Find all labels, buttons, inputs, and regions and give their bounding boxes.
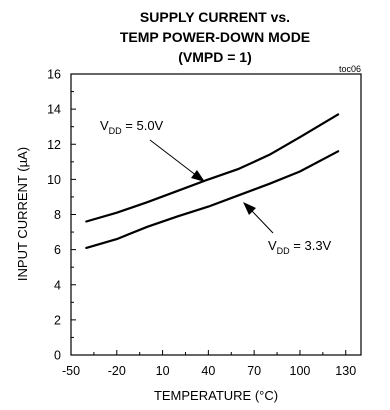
series-label-5v-main: V — [100, 118, 109, 133]
series-label-5v-arrow — [149, 139, 205, 182]
series-line-vdd-3v3 — [85, 150, 340, 249]
chart-title-line-2: TEMP POWER-DOWN MODE — [120, 29, 310, 45]
x-axis-label: TEMPERATURE (°C) — [154, 388, 278, 403]
x-tick-label: -50 — [62, 364, 80, 378]
series-lines — [85, 113, 340, 249]
x-tick-label: 40 — [201, 364, 215, 378]
series-label-3v3-sub: DD — [277, 246, 290, 256]
axis-ticks — [70, 73, 347, 356]
series-label-5v-rest: = 5.0V — [122, 118, 164, 133]
series-label-3v3: VDD = 3.3V — [268, 238, 332, 256]
y-tick-label: 10 — [47, 173, 61, 187]
series-label-3v3-rest: = 3.3V — [290, 238, 332, 253]
chart-title-line-3: (VMPD = 1) — [178, 49, 252, 65]
chart-title-line-1: SUPPLY CURRENT vs. — [140, 9, 290, 25]
y-tick-label: 4 — [54, 278, 61, 292]
x-tick-label: -20 — [108, 364, 126, 378]
series-label-5v-sub: DD — [109, 126, 122, 136]
series-label-5v: VDD = 5.0V — [100, 118, 164, 136]
series-line-vdd-5v — [85, 113, 340, 223]
y-tick-label: 2 — [54, 313, 61, 327]
x-tick-label: 70 — [247, 364, 261, 378]
series-label-3v3-main: V — [268, 238, 277, 253]
x-tick-label: 10 — [156, 364, 170, 378]
y-tick-label: 14 — [47, 103, 61, 117]
y-tick-label: 0 — [54, 349, 61, 363]
x-tick-label: 100 — [290, 364, 311, 378]
y-tick-label: 16 — [47, 68, 61, 82]
tick-labels: -50 -20 10 40 70 100 130 0 2 4 6 8 10 12 14 16 — [47, 68, 356, 379]
x-tick-label: 130 — [335, 364, 356, 378]
y-axis-label: INPUT CURRENT (µA) — [15, 147, 30, 281]
y-tick-label: 8 — [54, 208, 61, 222]
y-tick-label: 12 — [47, 138, 61, 152]
series-label-3v3-arrow — [243, 202, 274, 234]
y-tick-label: 6 — [54, 243, 61, 257]
figure-id: toc06 — [339, 64, 361, 74]
